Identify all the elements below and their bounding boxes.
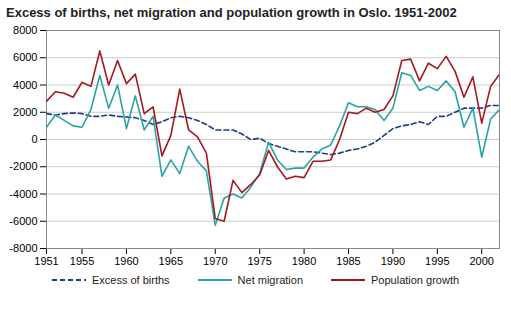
svg-text:1960: 1960 — [114, 255, 138, 267]
svg-text:-8000: -8000 — [9, 242, 37, 254]
svg-text:1985: 1985 — [336, 255, 360, 267]
svg-text:-6000: -6000 — [9, 215, 37, 227]
html-text:Excess of births, net migratio: Excess of births, net migration and popu… — [6, 5, 457, 20]
svg-text:2000: 2000 — [13, 106, 37, 118]
svg-text:1980: 1980 — [292, 255, 316, 267]
svg-text:4000: 4000 — [13, 79, 37, 91]
html-text:Population growth: Population growth — [371, 274, 460, 286]
svg-text:8000: 8000 — [13, 24, 37, 36]
svg-text:6000: 6000 — [13, 51, 37, 63]
svg-text:1990: 1990 — [381, 255, 405, 267]
svg-text:0: 0 — [31, 133, 37, 145]
svg-text:2000: 2000 — [469, 255, 493, 267]
svg-text:1955: 1955 — [70, 255, 94, 267]
svg-text:1965: 1965 — [159, 255, 183, 267]
svg-text:-2000: -2000 — [9, 160, 37, 172]
html-text:Net migration: Net migration — [237, 274, 303, 286]
svg-text:-4000: -4000 — [9, 188, 37, 200]
svg-text:1970: 1970 — [203, 255, 227, 267]
svg-text:1995: 1995 — [425, 255, 449, 267]
svg-text:1975: 1975 — [247, 255, 271, 267]
html-text:Excess of births: Excess of births — [91, 274, 170, 286]
svg-text:1951: 1951 — [34, 255, 58, 267]
